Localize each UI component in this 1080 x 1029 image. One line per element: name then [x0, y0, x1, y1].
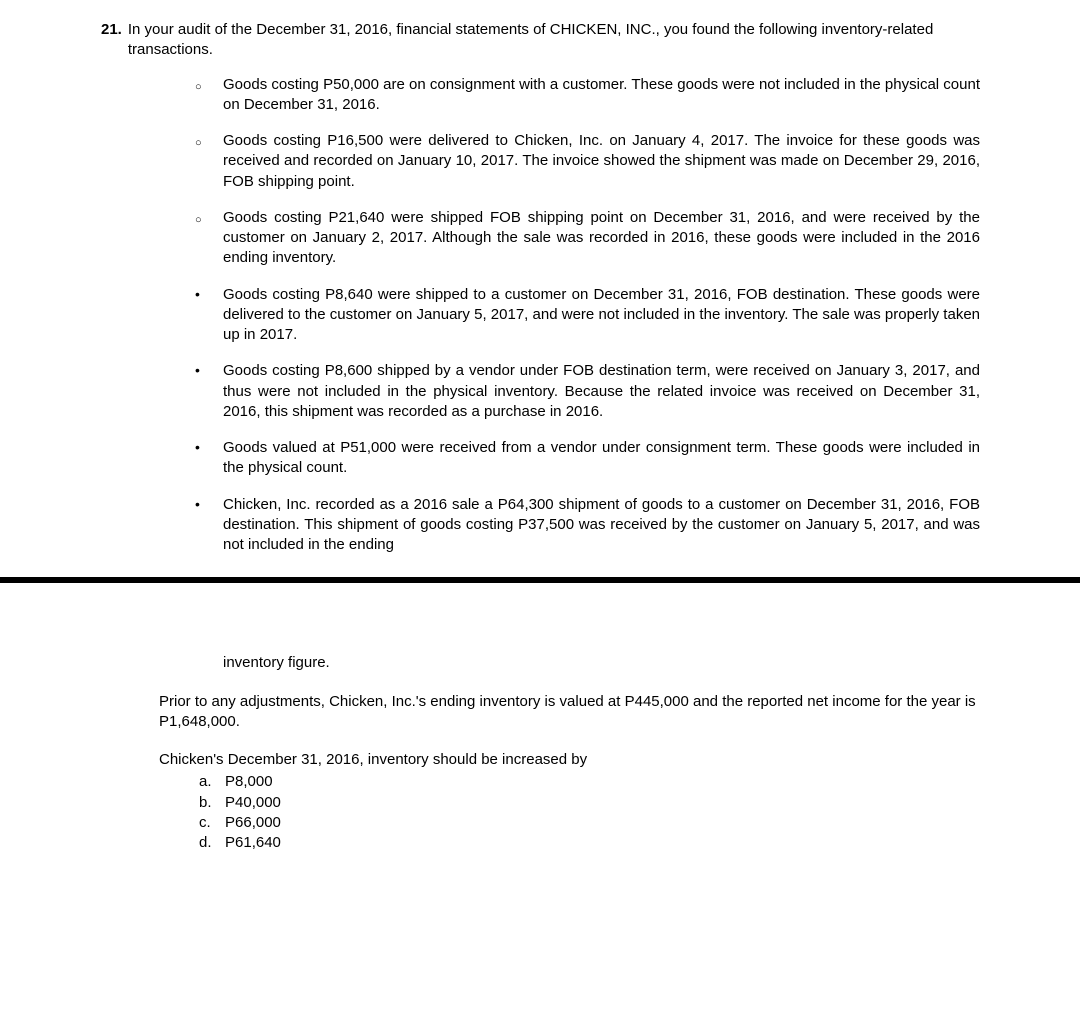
bullet-item: Goods costing P21,640 were shipped FOB s…: [195, 208, 980, 269]
bullet-item: Goods costing P50,000 are on consignment…: [195, 75, 980, 116]
choice-letter: d.: [199, 833, 225, 853]
answer-choice: a.P8,000: [199, 772, 990, 792]
bullet-item: Goods costing P16,500 were delivered to …: [195, 131, 980, 192]
bullet-text: Chicken, Inc. recorded as a 2016 sale a …: [223, 495, 980, 556]
dot-bullet-icon: [195, 438, 223, 479]
circle-bullet-icon: [195, 75, 223, 116]
answer-choice: d.P61,640: [199, 833, 990, 853]
question-intro: In your audit of the December 31, 2016, …: [128, 20, 990, 61]
question-number: 21.: [101, 20, 122, 61]
bullet-text: Goods costing P21,640 were shipped FOB s…: [223, 208, 980, 269]
answer-choices: a.P8,000b.P40,000c.P66,000d.P61,640: [199, 772, 990, 853]
bullet-text: Goods costing P8,600 shipped by a vendor…: [223, 361, 980, 422]
choice-letter: b.: [199, 793, 225, 813]
choice-text: P61,640: [225, 833, 281, 853]
question-text: Chicken's December 31, 2016, inventory s…: [159, 750, 990, 770]
bullet-item: Goods costing P8,600 shipped by a vendor…: [195, 361, 980, 422]
bullet-item: Goods valued at P51,000 were received fr…: [195, 438, 980, 479]
circle-bullet-icon: [195, 208, 223, 269]
choice-text: P8,000: [225, 772, 273, 792]
closing-paragraph: Prior to any adjustments, Chicken, Inc.'…: [159, 692, 990, 733]
choice-letter: a.: [199, 772, 225, 792]
dot-bullet-icon: [195, 285, 223, 346]
bullet-text: Goods valued at P51,000 were received fr…: [223, 438, 980, 479]
bullet-item: Chicken, Inc. recorded as a 2016 sale a …: [195, 495, 980, 556]
bullet-text: Goods costing P8,640 were shipped to a c…: [223, 285, 980, 346]
bullet-text: Goods costing P50,000 are on consignment…: [223, 75, 980, 116]
choice-text: P66,000: [225, 813, 281, 833]
bullet-list: Goods costing P50,000 are on consignment…: [195, 75, 980, 556]
answer-choice: c.P66,000: [199, 813, 990, 833]
bullet-item: Goods costing P8,640 were shipped to a c…: [195, 285, 980, 346]
choice-text: P40,000: [225, 793, 281, 813]
choice-letter: c.: [199, 813, 225, 833]
question-header: 21. In your audit of the December 31, 20…: [125, 20, 990, 61]
dot-bullet-icon: [195, 361, 223, 422]
circle-bullet-icon: [195, 131, 223, 192]
bullet-text: Goods costing P16,500 were delivered to …: [223, 131, 980, 192]
dot-bullet-icon: [195, 495, 223, 556]
answer-choice: b.P40,000: [199, 793, 990, 813]
page-divider: [0, 577, 1080, 583]
continuation-text: inventory figure.: [223, 653, 990, 673]
